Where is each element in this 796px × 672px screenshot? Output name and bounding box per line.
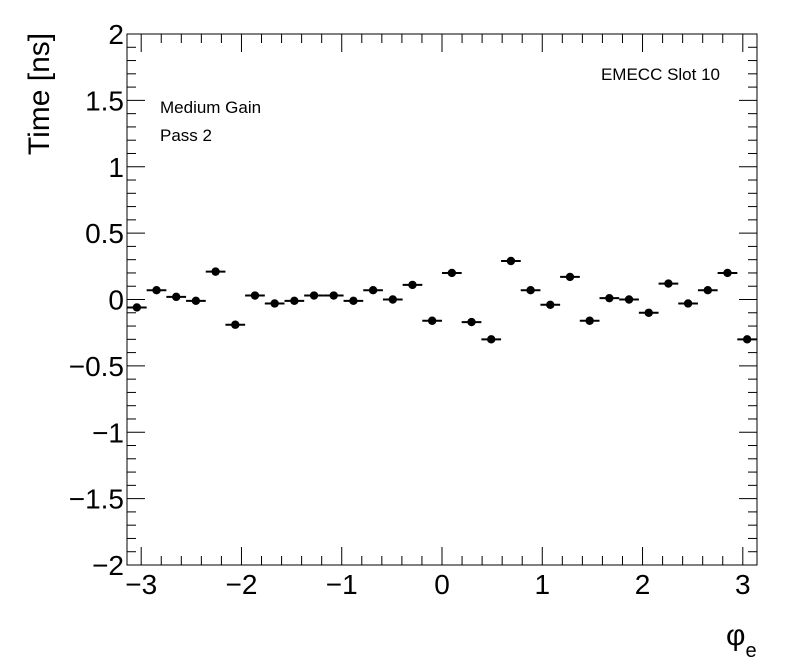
data-point bbox=[481, 335, 502, 344]
point-marker bbox=[191, 296, 201, 306]
annotation-slot: EMECC Slot 10 bbox=[601, 65, 720, 84]
data-point bbox=[658, 279, 679, 288]
point-marker bbox=[742, 335, 752, 344]
x-tick-labels: −3 −2 −1 0 1 2 3 bbox=[125, 569, 750, 600]
annotation-pass: Pass 2 bbox=[160, 126, 212, 145]
point-marker bbox=[447, 268, 457, 278]
x-tick-label: −2 bbox=[225, 569, 257, 600]
data-points bbox=[127, 256, 757, 344]
y-tick-label: 1.5 bbox=[85, 85, 124, 116]
point-marker bbox=[526, 286, 535, 295]
point-marker bbox=[388, 295, 397, 304]
y-axis-title: Time [ns] bbox=[23, 33, 56, 155]
data-point bbox=[382, 295, 403, 304]
x-axis-title-subscript: e bbox=[745, 640, 756, 662]
data-point bbox=[245, 291, 265, 300]
data-point bbox=[717, 268, 738, 278]
point-marker bbox=[290, 296, 299, 306]
point-marker bbox=[565, 272, 575, 282]
data-point bbox=[501, 256, 521, 266]
data-point bbox=[146, 286, 167, 295]
data-point bbox=[343, 296, 364, 306]
x-tick-label: 3 bbox=[735, 569, 751, 600]
data-point bbox=[638, 308, 659, 317]
y-tick-label: −1.5 bbox=[69, 484, 124, 515]
point-marker bbox=[349, 296, 358, 306]
point-marker bbox=[664, 279, 673, 288]
y-tick-label: 2 bbox=[108, 19, 124, 50]
x-tick-label: 2 bbox=[635, 569, 651, 600]
y-tick-label: 0 bbox=[108, 285, 124, 316]
x-axis-title-symbol: φ bbox=[726, 619, 745, 652]
data-point bbox=[186, 296, 206, 306]
point-marker bbox=[250, 291, 260, 300]
data-point bbox=[678, 299, 698, 308]
y-tick-label: −2 bbox=[92, 550, 124, 581]
data-point bbox=[422, 316, 442, 325]
point-marker bbox=[270, 299, 279, 308]
data-point bbox=[402, 280, 423, 290]
data-point bbox=[599, 293, 620, 303]
data-point bbox=[264, 299, 285, 308]
x-tick-label: −1 bbox=[326, 569, 358, 600]
point-marker bbox=[309, 291, 319, 300]
y-tick-label: −0.5 bbox=[69, 351, 124, 382]
point-marker bbox=[585, 316, 594, 325]
point-marker bbox=[723, 268, 732, 278]
point-marker bbox=[644, 308, 653, 317]
point-marker bbox=[427, 316, 437, 325]
point-marker bbox=[506, 256, 516, 266]
data-point bbox=[304, 291, 324, 300]
point-marker bbox=[624, 295, 634, 304]
data-point bbox=[205, 267, 226, 276]
point-marker bbox=[211, 267, 220, 276]
point-marker bbox=[703, 286, 712, 295]
point-marker bbox=[605, 293, 614, 303]
data-point bbox=[540, 300, 561, 310]
x-tick-label: −3 bbox=[125, 569, 157, 600]
y-tick-label: 0.5 bbox=[85, 218, 124, 249]
data-point bbox=[323, 291, 344, 300]
point-marker bbox=[683, 299, 693, 308]
data-point bbox=[127, 303, 147, 312]
data-point bbox=[560, 272, 580, 282]
x-tick-label: 1 bbox=[534, 569, 550, 600]
data-point bbox=[619, 295, 639, 304]
data-point bbox=[737, 335, 757, 344]
point-marker bbox=[408, 280, 417, 290]
x-axis-title: φe bbox=[726, 619, 757, 662]
y-tick-label: −1 bbox=[92, 417, 124, 448]
data-point bbox=[697, 286, 718, 295]
data-point bbox=[461, 317, 482, 327]
annotation-gain: Medium Gain bbox=[160, 98, 261, 117]
x-tick-label: 0 bbox=[434, 569, 450, 600]
data-point bbox=[225, 320, 246, 329]
point-marker bbox=[487, 335, 496, 344]
minor-ticks bbox=[127, 34, 757, 565]
point-marker bbox=[546, 300, 555, 310]
data-point bbox=[442, 268, 462, 278]
major-ticks bbox=[127, 33, 757, 566]
point-marker bbox=[467, 317, 476, 327]
data-point bbox=[284, 296, 305, 306]
point-marker bbox=[329, 291, 338, 300]
data-point bbox=[363, 286, 383, 295]
point-marker bbox=[231, 320, 240, 329]
y-tick-label: 1 bbox=[108, 152, 124, 183]
point-marker bbox=[132, 303, 142, 312]
data-point bbox=[520, 286, 541, 295]
point-marker bbox=[368, 286, 378, 295]
data-point bbox=[166, 292, 187, 302]
point-marker bbox=[152, 286, 161, 295]
data-point bbox=[579, 316, 600, 325]
point-marker bbox=[172, 292, 181, 302]
y-tick-labels: −2 −1.5 −1 −0.5 0 0.5 1 1.5 2 bbox=[69, 19, 124, 581]
